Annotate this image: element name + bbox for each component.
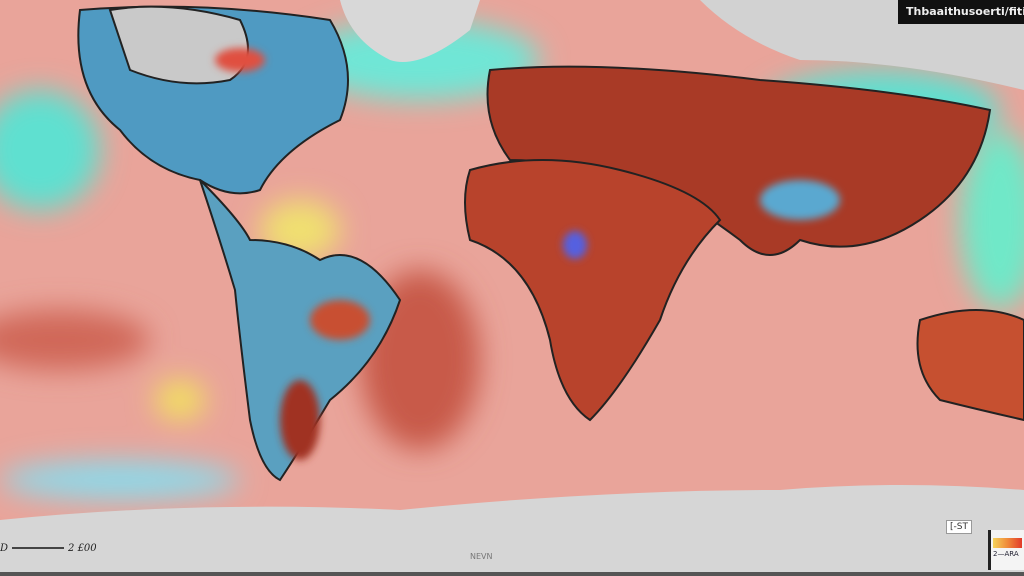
- map-badge: [-ST: [946, 520, 972, 534]
- bottom-label: NEVN: [470, 552, 493, 561]
- legend-label: 2—ARA: [993, 550, 1019, 558]
- continents: [77, 5, 1024, 482]
- bottom-frame: [0, 572, 1024, 576]
- scale-line: [12, 547, 65, 549]
- color-legend: 2—ARA: [988, 530, 1024, 570]
- scale-left-label: D: [0, 542, 9, 554]
- scale-bar: D 2 £00: [0, 540, 97, 556]
- map-title: Thbaaithusoerti/fitin: [898, 0, 1024, 24]
- land-hotspots: [215, 48, 840, 460]
- legend-color-ramp: [993, 538, 1022, 548]
- scale-right-label: 2 £00: [68, 542, 97, 554]
